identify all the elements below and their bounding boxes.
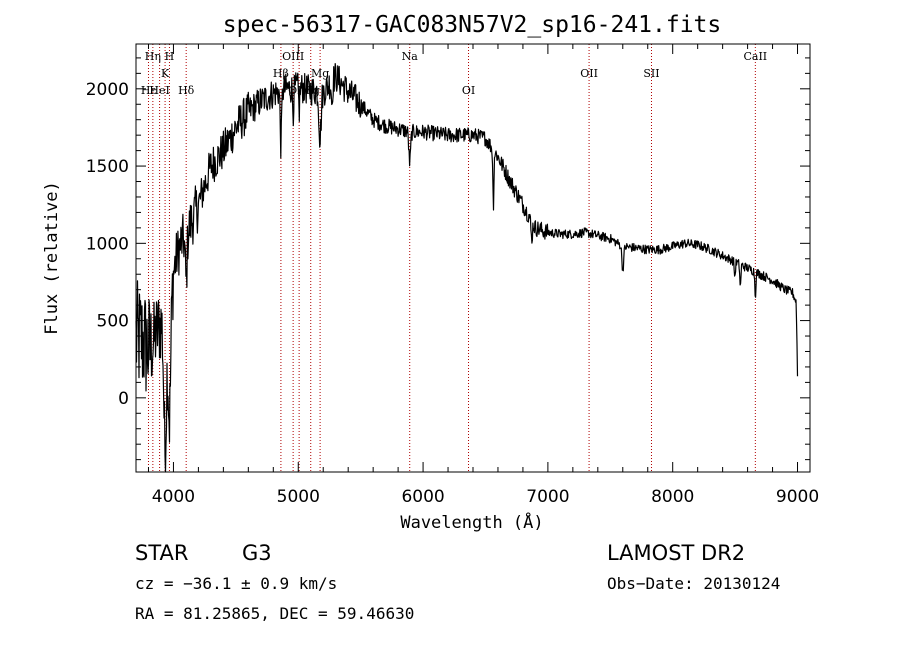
marker-label-3: HeI: [149, 84, 169, 97]
chart-title: spec-56317-GAC083N57V2_sp16-241.fits: [223, 12, 722, 38]
x-tick-label: 8000: [651, 487, 694, 507]
x-tick-label: 7000: [526, 487, 569, 507]
obs-date-text: Obs−Date: 20130124: [607, 574, 780, 593]
marker-label-5: Hδ: [178, 84, 195, 97]
y-tick-label: 1500: [86, 157, 129, 177]
marker-label-13: OII: [580, 67, 598, 80]
marker-label-2: K: [161, 67, 170, 80]
x-tick-label: 9000: [776, 487, 819, 507]
y-tick-label: 1000: [86, 234, 129, 254]
marker-label-1: H: [165, 50, 175, 63]
x-tick-label: 4000: [152, 487, 195, 507]
marker-label-0: Hη: [145, 50, 161, 63]
x-tick-labels: 4000 5000 6000 7000 8000 9000: [152, 487, 819, 507]
object-type: STAR: [135, 541, 188, 565]
y-tick-label: 0: [118, 389, 129, 409]
marker-label-12: OI: [462, 84, 475, 97]
spectral-line-markers: [147, 44, 756, 472]
spectrum-line: [135, 63, 799, 473]
plot-frame: [135, 43, 811, 473]
y-tick-labels: 0 500 1000 1500 2000: [86, 80, 129, 409]
marker-label-4: Hε: [141, 84, 157, 97]
axis-ticks: [136, 44, 810, 472]
y-tick-label: 500: [97, 312, 129, 332]
x-tick-label: 5000: [277, 487, 320, 507]
y-axis-label: Flux (relative): [42, 181, 62, 335]
marker-label-6: OIII: [282, 50, 304, 63]
marker-label-11: Na: [402, 50, 419, 63]
y-tick-label: 2000: [86, 80, 129, 100]
marker-label-15: CaII: [743, 50, 767, 63]
x-axis-label: Wavelength (Å): [400, 511, 543, 533]
marker-label-14: SII: [643, 67, 659, 80]
marker-label-8: Mg: [311, 67, 329, 80]
survey-name: LAMOST DR2: [607, 541, 745, 565]
coordinates-text: RA = 81.25865, DEC = 59.46630: [135, 604, 414, 623]
redshift-text: cz = −36.1 ± 0.9 km/s: [135, 574, 337, 593]
x-tick-label: 6000: [401, 487, 444, 507]
object-subclass: G3: [242, 541, 272, 565]
